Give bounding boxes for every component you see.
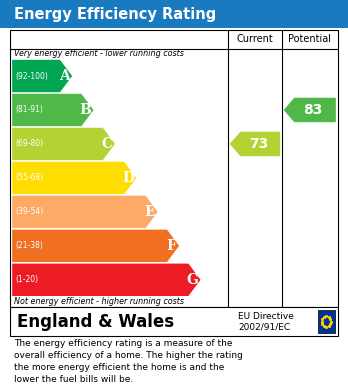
Text: Potential: Potential: [288, 34, 331, 45]
Bar: [318, 310, 335, 333]
Text: F: F: [166, 239, 176, 253]
Polygon shape: [12, 162, 136, 194]
Bar: [0, 0, 348, 28]
Text: The energy efficiency rating is a measure of the
overall efficiency of a home. T: The energy efficiency rating is a measur…: [14, 339, 243, 384]
Text: 73: 73: [249, 137, 268, 151]
Text: (69-80): (69-80): [15, 140, 43, 149]
Text: (92-100): (92-100): [15, 72, 48, 81]
Text: D: D: [122, 171, 135, 185]
Text: (1-20): (1-20): [15, 275, 38, 284]
Bar: [10, 307, 338, 336]
Text: C: C: [102, 137, 113, 151]
Polygon shape: [12, 230, 179, 262]
Text: B: B: [80, 103, 92, 117]
Text: (39-54): (39-54): [15, 207, 43, 216]
Text: EU Directive
2002/91/EC: EU Directive 2002/91/EC: [238, 312, 294, 331]
Bar: [10, 30, 338, 307]
Text: England & Wales: England & Wales: [17, 312, 175, 331]
Text: Energy Efficiency Rating: Energy Efficiency Rating: [14, 7, 216, 22]
Text: (81-91): (81-91): [15, 106, 43, 115]
Text: G: G: [187, 273, 199, 287]
Polygon shape: [284, 98, 336, 122]
Polygon shape: [230, 132, 280, 156]
Text: Very energy efficient - lower running costs: Very energy efficient - lower running co…: [14, 49, 184, 59]
Polygon shape: [12, 264, 200, 296]
Polygon shape: [12, 94, 94, 126]
Text: (55-68): (55-68): [15, 173, 43, 183]
Polygon shape: [12, 60, 72, 92]
Text: E: E: [144, 205, 155, 219]
Text: Current: Current: [237, 34, 273, 45]
Text: A: A: [59, 69, 70, 83]
Text: (21-38): (21-38): [15, 241, 43, 250]
Polygon shape: [12, 196, 158, 228]
Text: Not energy efficient - higher running costs: Not energy efficient - higher running co…: [14, 297, 184, 307]
Text: 83: 83: [303, 103, 323, 117]
Polygon shape: [12, 128, 115, 160]
